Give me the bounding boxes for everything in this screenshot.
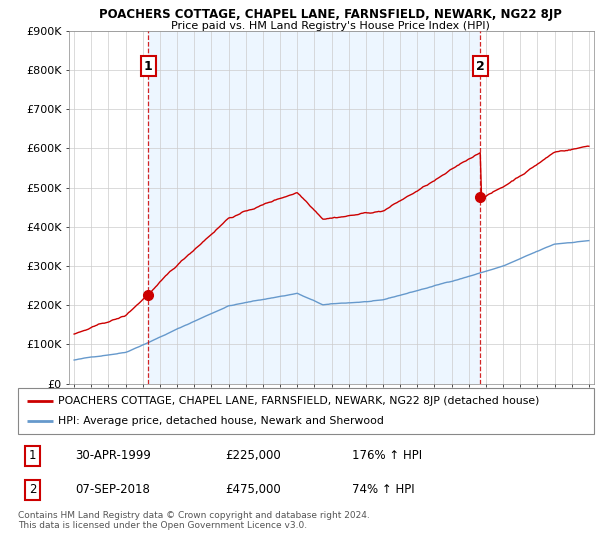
- Text: Price paid vs. HM Land Registry's House Price Index (HPI): Price paid vs. HM Land Registry's House …: [170, 21, 490, 31]
- Text: 2: 2: [29, 483, 36, 496]
- Text: Contains HM Land Registry data © Crown copyright and database right 2024.
This d: Contains HM Land Registry data © Crown c…: [18, 511, 370, 530]
- Bar: [148, 31, 480, 384]
- Text: POACHERS COTTAGE, CHAPEL LANE, FARNSFIELD, NEWARK, NG22 8JP: POACHERS COTTAGE, CHAPEL LANE, FARNSFIEL…: [98, 8, 562, 21]
- Text: 1: 1: [29, 449, 36, 462]
- Text: £225,000: £225,000: [226, 449, 281, 462]
- Text: POACHERS COTTAGE, CHAPEL LANE, FARNSFIELD, NEWARK, NG22 8JP (detached house): POACHERS COTTAGE, CHAPEL LANE, FARNSFIEL…: [58, 396, 539, 406]
- Text: 30-APR-1999: 30-APR-1999: [76, 449, 151, 462]
- Text: 176% ↑ HPI: 176% ↑ HPI: [352, 449, 422, 462]
- Text: 07-SEP-2018: 07-SEP-2018: [76, 483, 151, 496]
- Text: 2: 2: [476, 59, 485, 73]
- Text: £475,000: £475,000: [226, 483, 281, 496]
- Text: 1: 1: [144, 59, 153, 73]
- Text: 74% ↑ HPI: 74% ↑ HPI: [352, 483, 415, 496]
- Text: HPI: Average price, detached house, Newark and Sherwood: HPI: Average price, detached house, Newa…: [58, 416, 384, 426]
